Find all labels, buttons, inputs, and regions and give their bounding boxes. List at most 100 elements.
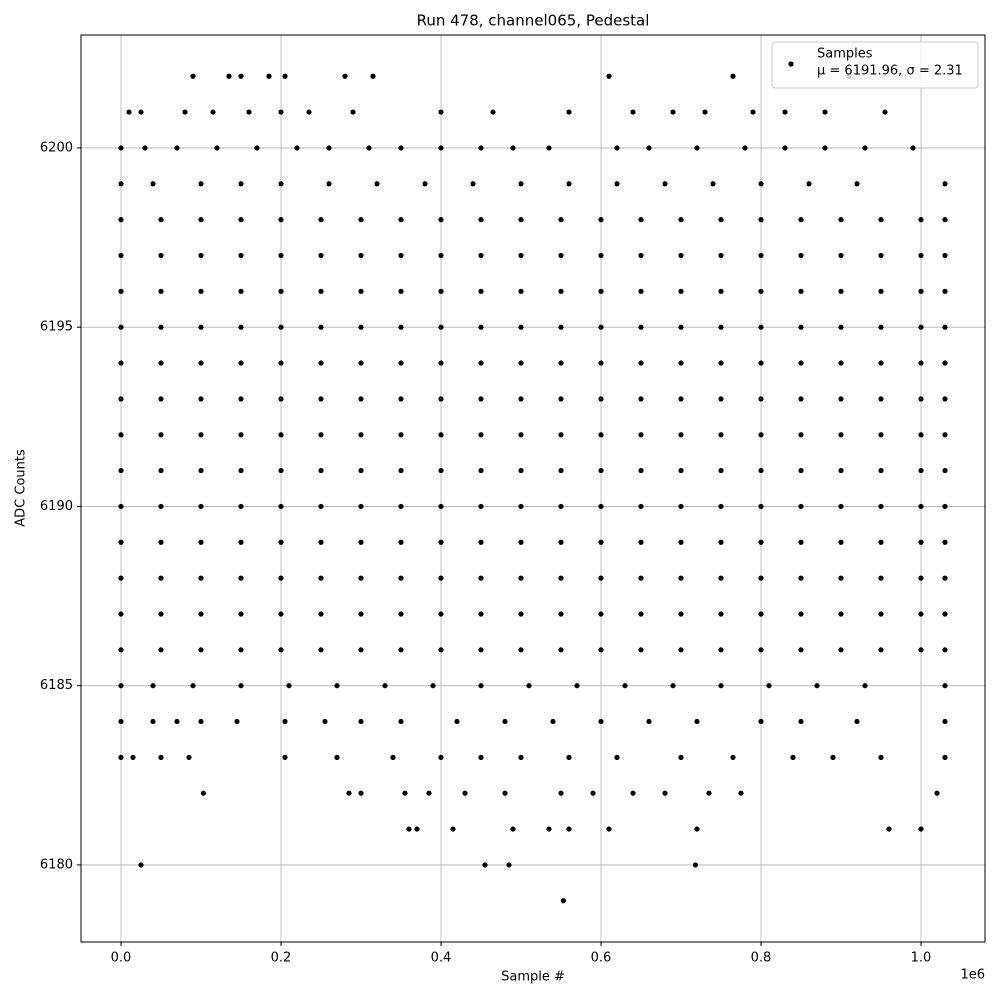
point bbox=[598, 432, 604, 438]
point bbox=[350, 109, 356, 115]
point bbox=[692, 862, 699, 868]
point bbox=[158, 754, 164, 760]
point bbox=[598, 324, 604, 330]
point bbox=[198, 503, 204, 510]
point bbox=[638, 396, 644, 402]
point bbox=[198, 539, 204, 545]
point bbox=[118, 718, 124, 725]
point bbox=[878, 647, 884, 653]
point bbox=[798, 324, 804, 330]
point bbox=[798, 467, 804, 474]
point bbox=[454, 718, 460, 725]
point bbox=[838, 252, 844, 259]
point bbox=[118, 360, 124, 366]
point bbox=[662, 181, 668, 187]
point bbox=[190, 683, 196, 689]
point bbox=[918, 575, 924, 581]
point bbox=[918, 467, 924, 474]
point bbox=[590, 790, 596, 796]
point bbox=[942, 575, 948, 581]
point bbox=[198, 360, 204, 366]
point bbox=[598, 503, 604, 510]
point bbox=[506, 862, 512, 868]
point bbox=[558, 575, 564, 581]
point bbox=[518, 467, 524, 474]
point bbox=[918, 611, 924, 617]
point bbox=[278, 109, 284, 115]
point bbox=[118, 467, 124, 474]
point bbox=[478, 432, 484, 438]
y-tick-label: 6200 bbox=[40, 140, 73, 155]
point bbox=[150, 718, 156, 725]
point bbox=[678, 252, 684, 259]
point bbox=[346, 790, 352, 796]
point bbox=[918, 288, 924, 294]
point bbox=[518, 575, 524, 581]
point bbox=[798, 288, 804, 294]
point bbox=[942, 360, 948, 366]
point bbox=[286, 683, 292, 689]
point bbox=[438, 754, 444, 760]
point bbox=[282, 718, 288, 725]
chart-title: Run 478, channel065, Pedestal bbox=[417, 12, 650, 30]
point bbox=[398, 145, 404, 151]
point bbox=[678, 432, 684, 438]
point bbox=[334, 754, 340, 760]
point bbox=[238, 647, 244, 653]
point bbox=[798, 539, 804, 545]
point bbox=[854, 718, 860, 725]
point bbox=[358, 288, 364, 294]
point bbox=[478, 396, 484, 402]
point bbox=[678, 396, 684, 402]
point bbox=[646, 145, 652, 151]
point bbox=[238, 467, 244, 474]
point bbox=[838, 360, 844, 366]
legend-marker bbox=[788, 61, 794, 67]
point bbox=[158, 647, 164, 653]
point bbox=[358, 467, 364, 474]
point bbox=[838, 432, 844, 438]
point bbox=[758, 217, 764, 223]
point bbox=[198, 432, 204, 438]
point bbox=[478, 647, 484, 653]
point bbox=[238, 217, 244, 223]
point bbox=[502, 790, 508, 796]
point bbox=[278, 324, 284, 330]
point bbox=[798, 575, 804, 581]
point bbox=[318, 539, 324, 545]
point bbox=[306, 109, 312, 115]
point bbox=[118, 217, 124, 223]
point bbox=[482, 862, 488, 868]
point bbox=[942, 288, 948, 294]
point bbox=[438, 611, 444, 617]
point bbox=[598, 647, 604, 653]
point bbox=[138, 862, 144, 868]
point bbox=[266, 73, 272, 79]
point bbox=[510, 826, 516, 832]
point bbox=[918, 252, 924, 259]
point bbox=[294, 145, 300, 151]
point bbox=[638, 503, 644, 510]
point bbox=[606, 826, 612, 832]
point bbox=[638, 324, 644, 330]
point bbox=[518, 754, 524, 760]
point bbox=[758, 647, 764, 653]
point bbox=[758, 539, 764, 545]
point bbox=[398, 539, 404, 545]
point bbox=[334, 683, 340, 689]
point bbox=[622, 683, 628, 689]
point bbox=[406, 826, 412, 832]
point bbox=[838, 503, 844, 510]
point bbox=[934, 790, 940, 796]
point bbox=[782, 109, 788, 115]
point bbox=[158, 288, 164, 294]
point bbox=[558, 217, 564, 223]
point bbox=[630, 790, 636, 796]
point bbox=[478, 611, 484, 617]
point bbox=[854, 181, 860, 187]
point bbox=[638, 252, 644, 259]
point bbox=[718, 611, 724, 617]
point bbox=[758, 360, 764, 366]
point bbox=[638, 539, 644, 545]
